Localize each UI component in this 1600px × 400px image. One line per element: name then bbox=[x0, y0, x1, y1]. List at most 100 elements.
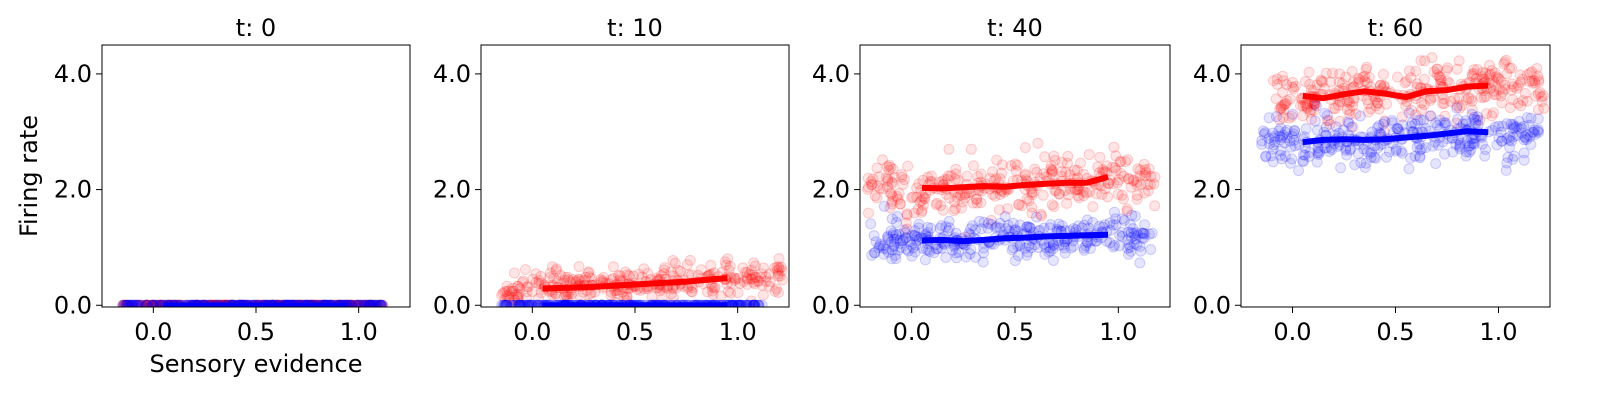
scatter-point bbox=[531, 299, 543, 307]
scatter-point bbox=[729, 275, 741, 286]
scatter-point bbox=[862, 183, 874, 195]
scatter-point bbox=[363, 299, 374, 307]
scatter-point bbox=[1310, 100, 1322, 112]
scatter-point bbox=[1318, 83, 1330, 95]
scatter-point bbox=[740, 299, 752, 307]
scatter-point bbox=[719, 256, 731, 268]
scatter-point bbox=[1289, 80, 1301, 92]
scatter-point bbox=[1506, 62, 1517, 74]
scatter-point bbox=[1126, 209, 1138, 221]
scatter-point bbox=[558, 291, 570, 303]
scatter-point bbox=[1521, 134, 1533, 145]
scatter-point bbox=[1463, 92, 1475, 104]
scatter-point bbox=[1479, 67, 1491, 79]
scatter-point bbox=[514, 283, 526, 294]
scatter-point bbox=[126, 299, 138, 307]
scatter-point bbox=[1475, 92, 1487, 103]
scatter-point bbox=[705, 259, 717, 271]
scatter-point bbox=[1115, 168, 1127, 180]
scatter-point bbox=[1498, 58, 1510, 70]
scatter-point bbox=[1256, 138, 1268, 150]
scatter-point bbox=[1379, 115, 1391, 127]
scatter-point bbox=[967, 220, 978, 232]
scatter-point bbox=[1284, 93, 1296, 105]
scatter-point bbox=[1047, 165, 1059, 177]
scatter-point bbox=[1495, 126, 1507, 138]
scatter-point bbox=[369, 299, 381, 307]
scatter-point bbox=[620, 266, 632, 278]
scatter-point bbox=[909, 230, 921, 242]
scatter-point bbox=[1305, 113, 1317, 125]
scatter-point bbox=[867, 173, 879, 185]
scatter-point bbox=[520, 292, 532, 304]
scatter-point bbox=[1464, 140, 1476, 152]
scatter-point bbox=[1406, 117, 1418, 129]
scatter-point bbox=[349, 299, 361, 307]
y-tick-label: 2.0 bbox=[433, 176, 471, 204]
scatter-point bbox=[753, 299, 765, 307]
scatter-point bbox=[364, 299, 376, 307]
scatter-point bbox=[1060, 166, 1072, 178]
scatter-point bbox=[614, 270, 626, 282]
scatter-point bbox=[1087, 201, 1099, 213]
scatter-point bbox=[1118, 170, 1130, 182]
scatter-point bbox=[1078, 219, 1090, 231]
scatter-point bbox=[943, 143, 955, 155]
scatter-point bbox=[1452, 113, 1464, 125]
scatter-point bbox=[499, 293, 511, 305]
scatter-point bbox=[1007, 217, 1019, 229]
scatter-point bbox=[1493, 132, 1505, 144]
scatter-point bbox=[734, 277, 746, 289]
scatter-point bbox=[1289, 125, 1301, 137]
scatter-point bbox=[873, 171, 885, 183]
scatter-point bbox=[1274, 130, 1286, 142]
scatter-point bbox=[893, 228, 905, 240]
scatter-point bbox=[895, 242, 907, 253]
scatter-point bbox=[128, 299, 140, 307]
scatter-point bbox=[1468, 138, 1480, 150]
scatter-point bbox=[1263, 138, 1275, 150]
scatter-point bbox=[728, 272, 740, 284]
scatter-point bbox=[1532, 104, 1544, 116]
scatter-point bbox=[1131, 239, 1143, 251]
scatter-point bbox=[672, 264, 684, 276]
scatter-point bbox=[365, 299, 377, 307]
scatter-point bbox=[1040, 242, 1052, 254]
scatter-point bbox=[523, 299, 535, 307]
scatter-point bbox=[959, 192, 971, 204]
scatter-point bbox=[1048, 201, 1060, 213]
scatter-point bbox=[514, 299, 526, 307]
scatter-point bbox=[516, 277, 528, 288]
scatter-point bbox=[136, 299, 148, 307]
scatter-point bbox=[1532, 125, 1544, 137]
scatter-point bbox=[497, 287, 509, 299]
scatter-point bbox=[1418, 99, 1430, 111]
scatter-point bbox=[883, 164, 895, 176]
scatter-point bbox=[1516, 127, 1528, 139]
scatter-point bbox=[727, 299, 739, 307]
scatter-point bbox=[374, 299, 386, 307]
scatter-point bbox=[1342, 116, 1354, 128]
scatter-point bbox=[991, 154, 1003, 166]
scatter-point bbox=[885, 225, 897, 237]
scatter-point bbox=[1470, 114, 1482, 126]
scatter-point bbox=[1320, 121, 1332, 133]
scatter-point bbox=[1135, 245, 1147, 257]
scatter-point bbox=[1466, 104, 1478, 116]
scatter-point bbox=[1344, 105, 1356, 117]
scatter-point bbox=[147, 299, 159, 307]
scatter-point bbox=[367, 299, 379, 307]
scatter-point bbox=[749, 260, 761, 272]
scatter-point bbox=[526, 299, 538, 307]
scatter-point bbox=[1122, 226, 1134, 238]
scatter-point bbox=[515, 299, 527, 307]
scatter-point bbox=[362, 299, 374, 307]
scatter-point bbox=[1434, 71, 1446, 83]
scatter-point bbox=[146, 299, 158, 307]
scatter-point bbox=[627, 270, 639, 282]
scatter-point bbox=[1011, 159, 1023, 171]
scatter-point bbox=[150, 299, 162, 307]
x-tick-label: 0.5 bbox=[616, 318, 654, 346]
scatter-point bbox=[1477, 71, 1489, 83]
scatter-point bbox=[901, 208, 913, 220]
